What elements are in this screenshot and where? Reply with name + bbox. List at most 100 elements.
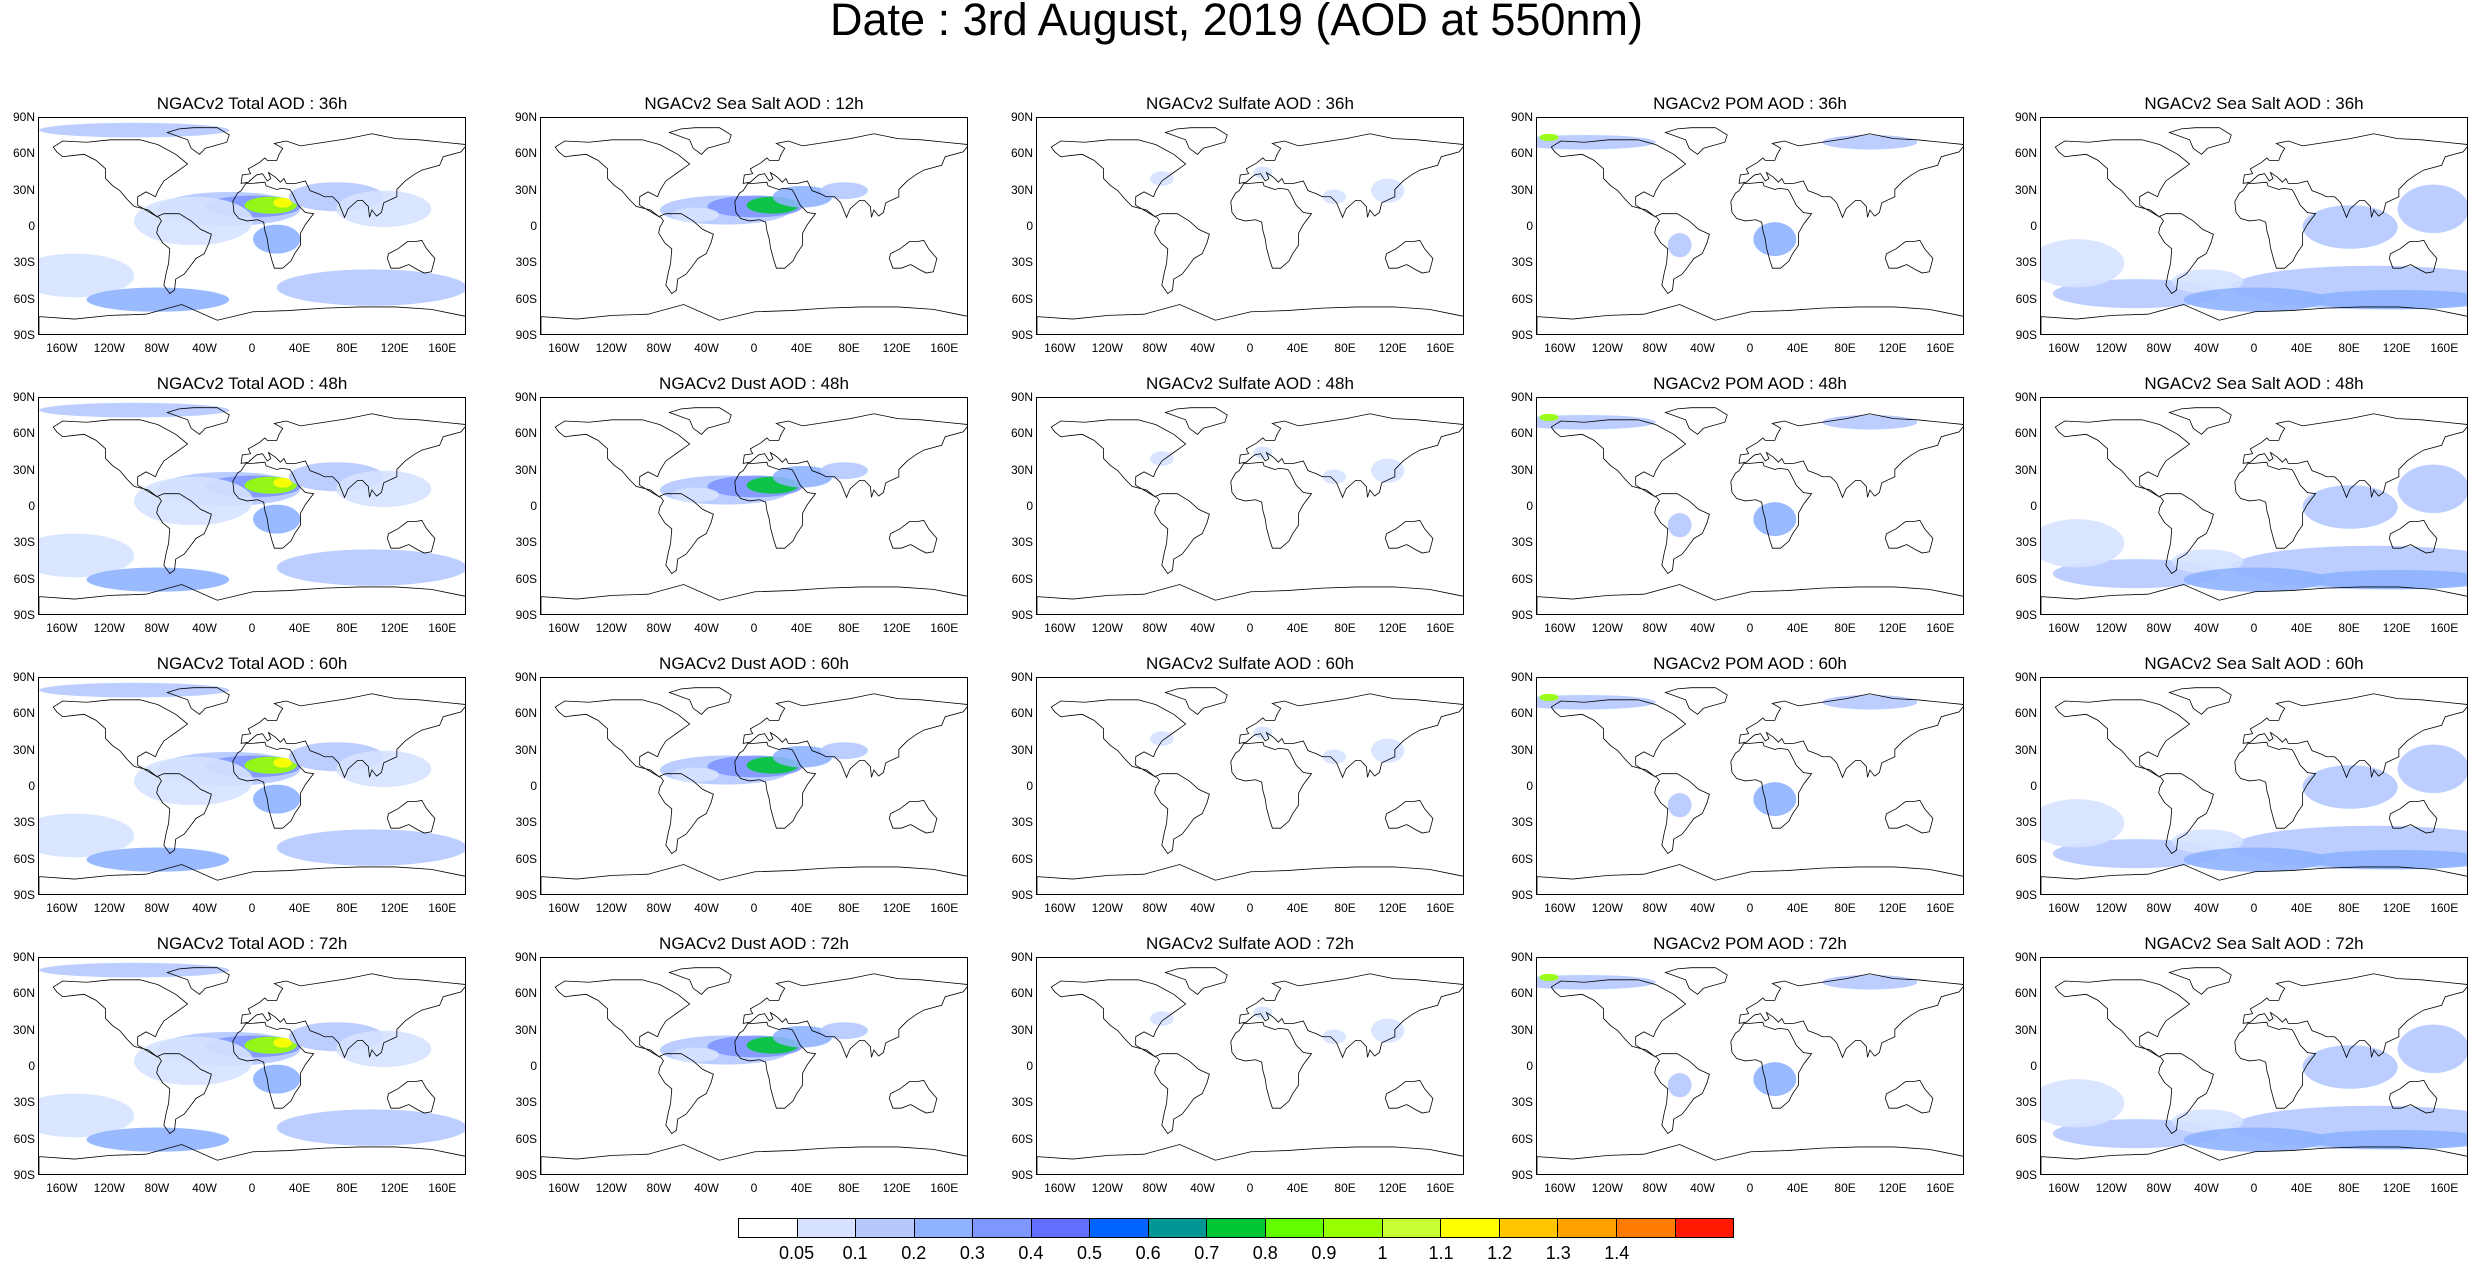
longitude-label: 80W — [144, 901, 170, 915]
aod-plume — [2302, 849, 2467, 870]
map-panel — [1536, 397, 1964, 615]
longitude-label: 120W — [1091, 621, 1123, 635]
coastline — [1037, 304, 1463, 334]
longitude-label: 120E — [2382, 1181, 2411, 1195]
longitude-label: 0 — [1246, 621, 1254, 635]
longitude-label: 160E — [428, 1181, 457, 1195]
coastline — [52, 419, 189, 498]
coastline — [1164, 407, 1228, 435]
longitude-label: 120W — [1091, 901, 1123, 915]
coastline — [658, 773, 714, 855]
map-panel — [1036, 677, 1464, 895]
coastline — [1230, 1021, 1313, 1109]
aod-plume — [1149, 171, 1174, 186]
longitude-label: 160E — [1926, 341, 1955, 355]
longitude-label: 40E — [1786, 621, 1809, 635]
aod-map — [541, 687, 967, 894]
coastline — [541, 304, 967, 334]
aod-plume — [1822, 134, 1918, 150]
longitude-label: 120E — [1878, 621, 1907, 635]
coastline — [658, 1053, 714, 1135]
longitude-label: 0 — [248, 901, 256, 915]
aod-plume — [1753, 782, 1797, 817]
aod-plume — [1537, 974, 1656, 990]
coastline — [156, 773, 212, 855]
aod-plume — [2041, 1079, 2125, 1128]
longitude-label: 120E — [2382, 341, 2411, 355]
aod-plume — [2397, 1024, 2467, 1074]
latitude-label: 60S — [1011, 571, 1033, 586]
map-panel — [1036, 117, 1464, 335]
longitude-label: 40W — [2194, 901, 2219, 915]
coastline — [232, 741, 315, 829]
colorbar-label: 1.4 — [1604, 1243, 1630, 1263]
coastline — [2041, 864, 2467, 894]
aod-plume — [134, 1036, 253, 1086]
latitude-label: 90S — [515, 1168, 537, 1182]
coastline — [888, 799, 938, 834]
longitude-label: 0 — [2250, 621, 2258, 635]
panel-title: NGACv2 Total AOD : 72h — [156, 934, 348, 953]
panel-title: NGACv2 Total AOD : 60h — [156, 654, 348, 673]
aod-plume — [134, 756, 253, 806]
longitude-label: 120W — [2095, 1181, 2127, 1195]
map-panel — [540, 677, 968, 895]
panel-title: NGACv2 Dust AOD : 60h — [659, 654, 849, 673]
aod-plume — [2302, 205, 2398, 249]
aod-plume — [86, 567, 230, 592]
latitude-label: 0 — [1026, 779, 1033, 793]
longitude-label: 160W — [1544, 621, 1576, 635]
longitude-label: 80E — [1334, 341, 1356, 355]
longitude-label: 0 — [2250, 341, 2258, 355]
aod-plume — [39, 682, 230, 698]
longitude-label: 160W — [548, 1181, 580, 1195]
coastline — [52, 699, 189, 778]
coastline — [386, 799, 436, 834]
colorbar-label: 0.2 — [901, 1243, 927, 1263]
aod-plume — [1537, 694, 1656, 710]
colorbar-swatch — [856, 1219, 915, 1237]
longitude-label: 160W — [1544, 901, 1576, 915]
coastline — [1037, 584, 1463, 614]
aod-plume — [134, 476, 253, 526]
latitude-label: 60S — [515, 851, 537, 866]
coastline — [1884, 799, 1934, 834]
aod-plume — [2171, 269, 2244, 294]
colorbar-label: 0.7 — [1194, 1243, 1220, 1263]
longitude-label: 160E — [1926, 621, 1955, 635]
aod-plume — [2397, 744, 2467, 794]
longitude-label: 80E — [336, 901, 358, 915]
aod-map — [1537, 127, 1963, 334]
latitude-label: 90S — [515, 608, 537, 622]
longitude-label: 40W — [694, 1181, 719, 1195]
aod-map — [2041, 687, 2467, 894]
latitude-label: 60S — [13, 291, 35, 306]
coastline — [52, 979, 189, 1058]
latitude-label: 90N — [12, 670, 35, 684]
aod-plume — [336, 750, 432, 787]
longitude-label: 160W — [46, 901, 78, 915]
latitude-label: 30S — [2015, 1095, 2037, 1110]
map-panel — [1536, 117, 1964, 335]
longitude-label: 80W — [2146, 1181, 2172, 1195]
coastline — [1037, 1144, 1463, 1174]
coastline — [2242, 973, 2467, 1059]
latitude-label: 60S — [1511, 1131, 1533, 1146]
coastline — [668, 687, 732, 715]
longitude-label: 160W — [2048, 901, 2080, 915]
latitude-label: 90N — [1510, 950, 1533, 964]
longitude-label: 80E — [1834, 621, 1856, 635]
latitude-label: 90S — [13, 888, 35, 902]
aod-plume — [253, 224, 301, 254]
map-panel — [38, 677, 466, 895]
latitude-label: 30N — [1010, 462, 1033, 477]
longitude-label: 80W — [144, 341, 170, 355]
longitude-label: 120E — [1378, 1181, 1407, 1195]
latitude-label: 30S — [13, 1095, 35, 1110]
aod-plume — [820, 742, 868, 760]
latitude-label: 90N — [514, 950, 537, 964]
aod-plume — [2302, 485, 2398, 529]
longitude-label: 160E — [1426, 901, 1455, 915]
aod-plume — [253, 1064, 301, 1094]
longitude-label: 160W — [1544, 341, 1576, 355]
